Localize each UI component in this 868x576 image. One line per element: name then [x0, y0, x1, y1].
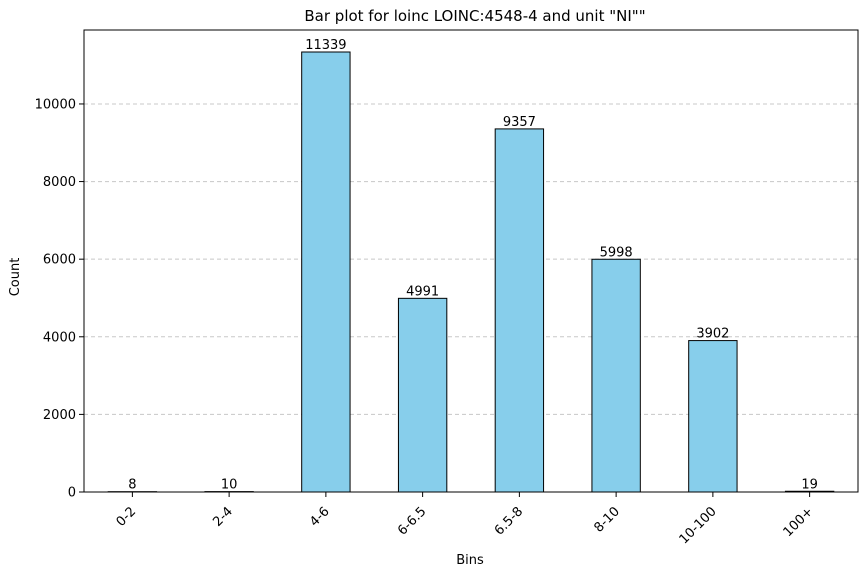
y-tick-label: 8000 — [43, 175, 76, 190]
bar-value-label: 4991 — [406, 284, 439, 299]
y-tick-label: 6000 — [43, 253, 76, 268]
bar-value-label: 19 — [801, 477, 818, 492]
bar-6-6.5 — [397, 297, 448, 493]
x-tick-label: 8-10 — [591, 504, 622, 535]
data-labels: 8 10 11339 4991 9357 5998 3902 19 — [128, 38, 818, 493]
x-tick-label: 4-6 — [307, 504, 333, 530]
bar-value-label: 11339 — [305, 38, 346, 53]
x-tick-label: 100+ — [781, 504, 817, 540]
bar-value-label: 10 — [221, 478, 238, 493]
y-axis-title: Count — [8, 258, 23, 297]
x-axis-title: Bins — [456, 553, 484, 568]
x-tick-label: 0-2 — [114, 504, 140, 530]
bar-value-label: 8 — [128, 478, 136, 493]
plot-frame — [83, 29, 859, 493]
y-tick-label: 2000 — [43, 408, 76, 423]
bar-4-6 — [301, 51, 351, 493]
x-axis-ticks: 0-2 2-4 4-6 6-6.5 6.5-8 8-10 10-100 100+ — [114, 492, 817, 547]
bars — [107, 51, 835, 493]
bar-10-100 — [688, 340, 738, 493]
y-axis-ticks: 0 2000 4000 6000 8000 10000 — [35, 97, 84, 501]
y-tick-label: 0 — [68, 486, 76, 501]
x-tick-label: 6-6.5 — [395, 504, 429, 538]
bar-8-10 — [591, 258, 641, 493]
chart-title: Bar plot for loinc LOINC:4548-4 and unit… — [304, 7, 645, 25]
grid-lines — [84, 103, 858, 493]
y-tick-label: 10000 — [35, 97, 76, 112]
y-tick-label: 4000 — [43, 330, 76, 345]
bar-value-label: 3902 — [696, 327, 729, 342]
x-tick-label: 6.5-8 — [492, 504, 526, 538]
bar-value-label: 9357 — [503, 115, 536, 130]
x-tick-label: 2-4 — [210, 504, 236, 530]
bar-value-label: 5998 — [600, 245, 633, 260]
x-tick-label: 10-100 — [677, 504, 720, 547]
bar-6.5-8 — [494, 128, 545, 493]
